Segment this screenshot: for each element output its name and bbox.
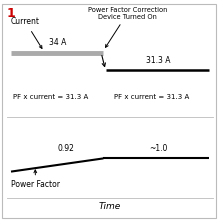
Text: 31.3 A: 31.3 A xyxy=(146,56,171,65)
Text: PF x current = 31.3 A: PF x current = 31.3 A xyxy=(13,94,88,100)
Text: PF x current = 31.3 A: PF x current = 31.3 A xyxy=(114,94,190,100)
Text: Current: Current xyxy=(11,17,42,48)
Text: ~1.0: ~1.0 xyxy=(149,144,168,153)
Text: 0.92: 0.92 xyxy=(58,144,74,153)
Text: 34 A: 34 A xyxy=(49,38,66,47)
Text: Power Factor Correction
Device Turned On: Power Factor Correction Device Turned On xyxy=(88,7,167,47)
Text: Time: Time xyxy=(99,202,121,211)
Text: Power Factor: Power Factor xyxy=(11,170,60,189)
Text: 1: 1 xyxy=(7,7,15,20)
